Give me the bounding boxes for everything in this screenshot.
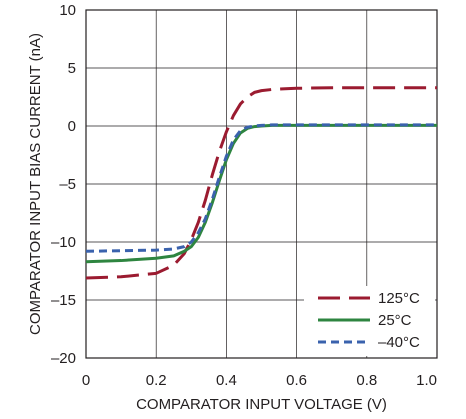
x-tick-label: 0.2 bbox=[146, 372, 167, 389]
y-tick-label: 0 bbox=[68, 118, 76, 135]
series-layer bbox=[86, 86, 437, 280]
y-tick-label: –10 bbox=[51, 234, 76, 251]
y-tick-label: 5 bbox=[68, 60, 76, 77]
series-line-2 bbox=[86, 123, 437, 253]
series-line-0 bbox=[86, 86, 437, 280]
x-tick-label: 0.6 bbox=[286, 372, 307, 389]
y-axis-ticks: –20 –15 –10 –5 0 5 10 bbox=[51, 2, 76, 367]
plot-frame bbox=[85, 9, 438, 359]
y-tick-label: –15 bbox=[51, 292, 76, 309]
x-axis-ticks: 0 0.2 0.4 0.6 0.8 1.0 bbox=[82, 372, 437, 389]
grid bbox=[86, 10, 437, 358]
y-tick-label: –5 bbox=[59, 176, 76, 193]
x-tick-label: 0 bbox=[82, 372, 90, 389]
series-line-1 bbox=[86, 123, 437, 264]
legend-label-2: –40°C bbox=[378, 334, 420, 351]
legend-label-0: 125°C bbox=[378, 290, 420, 307]
y-tick-label: –20 bbox=[51, 350, 76, 367]
y-tick-label: 10 bbox=[59, 2, 76, 19]
x-tick-label: 0.8 bbox=[356, 372, 377, 389]
legend: 125°C 25°C –40°C bbox=[304, 286, 435, 356]
x-tick-label: 0.4 bbox=[216, 372, 237, 389]
x-tick-label: 1.0 bbox=[416, 372, 437, 389]
legend-label-1: 25°C bbox=[378, 312, 412, 329]
x-axis-label: COMPARATOR INPUT VOLTAGE (V) bbox=[136, 396, 387, 413]
y-axis-label: COMPARATOR INPUT BIAS CURRENT (nA) bbox=[27, 33, 44, 335]
